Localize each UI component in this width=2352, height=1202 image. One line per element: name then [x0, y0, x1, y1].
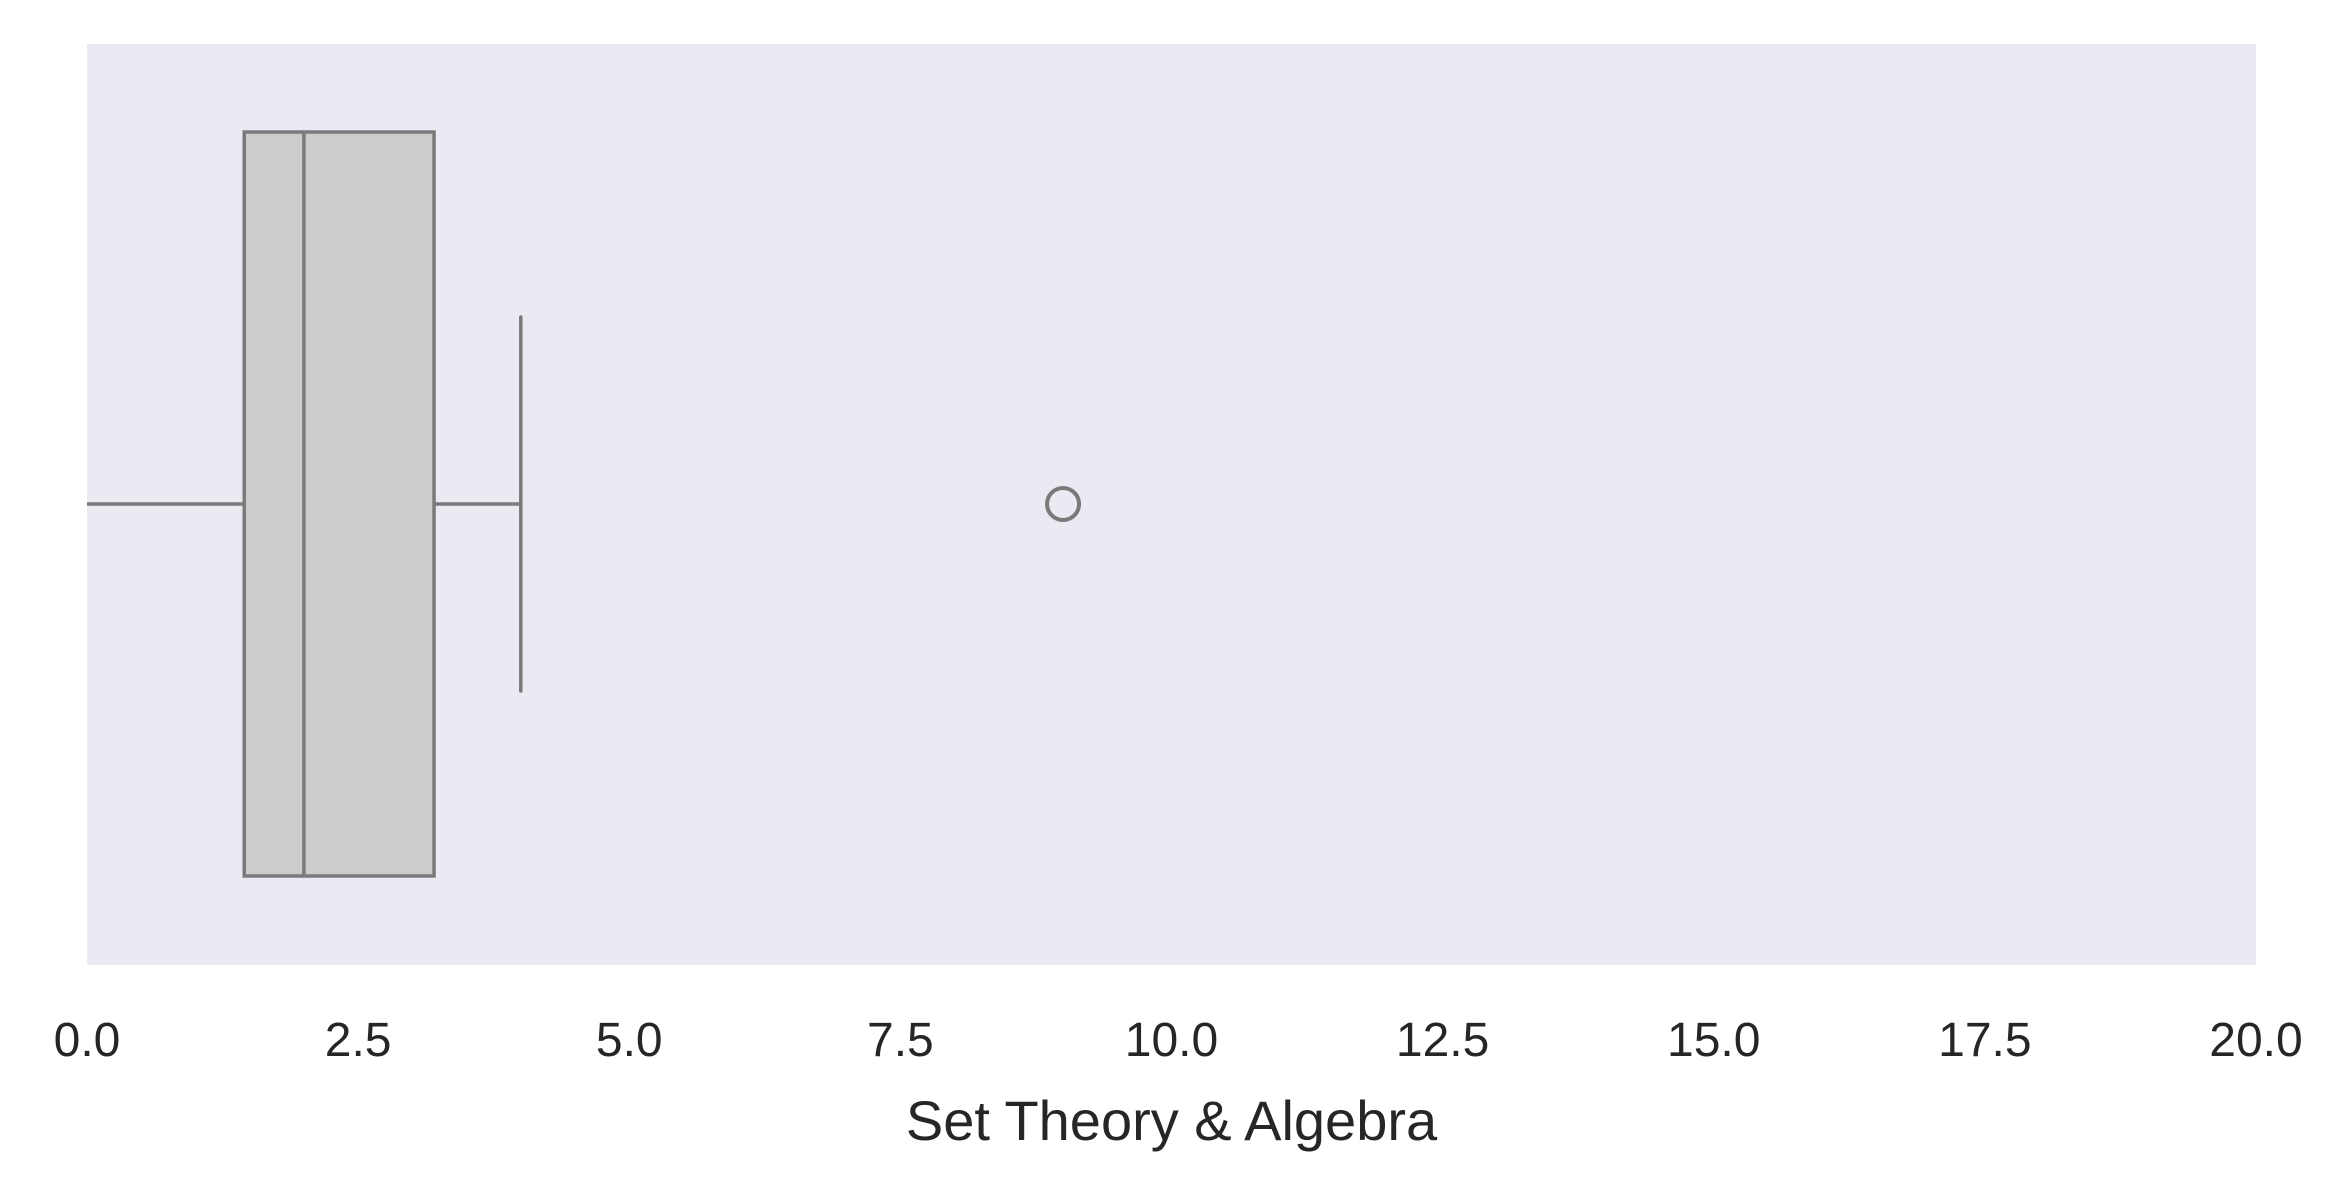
x-tick-label: 2.5 — [325, 1014, 392, 1067]
x-tick-label: 0.0 — [54, 1014, 121, 1067]
x-tick-label: 17.5 — [1938, 1014, 2031, 1067]
x-tick-label: 10.0 — [1125, 1014, 1218, 1067]
box-plot-group — [87, 130, 1082, 878]
x-axis-label: Set Theory & Algebra — [906, 1089, 1438, 1152]
iqr-box — [242, 130, 436, 878]
x-axis-ticks: 0.0 2.5 5.0 7.5 10.0 12.5 15.0 17.5 20.0 — [54, 1014, 2303, 1067]
x-tick-label: 15.0 — [1667, 1014, 1760, 1067]
x-tick-label: 7.5 — [867, 1014, 934, 1067]
x-tick-label: 5.0 — [596, 1014, 663, 1067]
outlier-point — [1045, 486, 1082, 522]
x-tick-label: 12.5 — [1396, 1014, 1489, 1067]
x-tick-label: 20.0 — [2209, 1014, 2302, 1067]
